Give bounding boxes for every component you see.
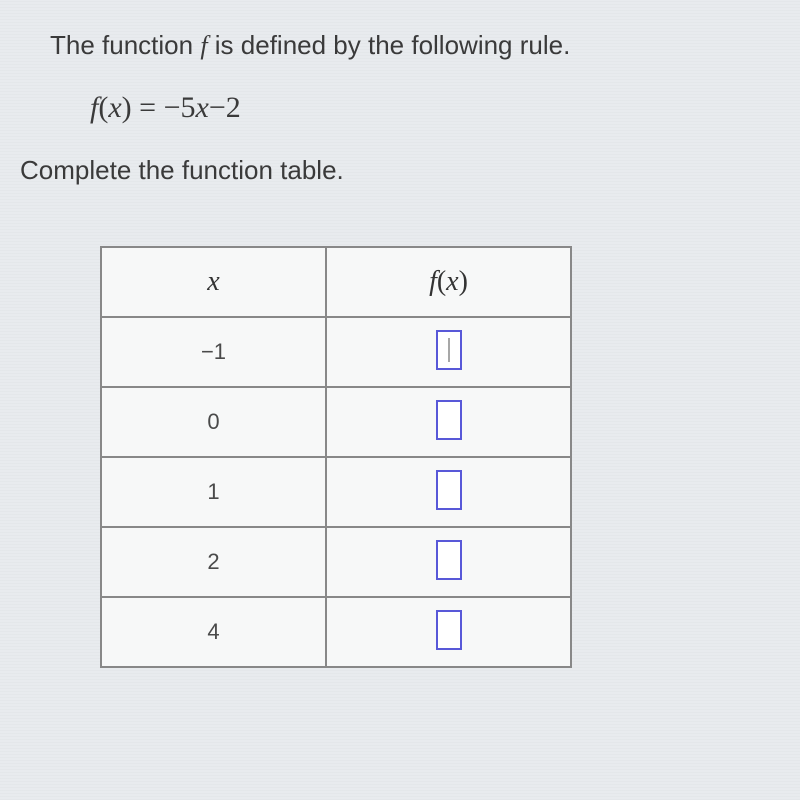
intro-suffix: is defined by the following rule. <box>208 30 571 60</box>
formula-paren-open: ( <box>98 91 108 124</box>
formula-rhs-tail: −2 <box>209 91 241 124</box>
header-x: x <box>101 247 326 317</box>
formula-lhs-x: x <box>108 91 121 124</box>
header-fx-paren-close: ) <box>459 266 468 297</box>
header-fx: f(x) <box>326 247 571 317</box>
table-header-row: x f(x) <box>101 247 571 317</box>
x-value: 0 <box>207 409 219 434</box>
function-table: x f(x) −1 0 1 2 4 <box>100 246 572 668</box>
table-row: 2 <box>101 527 571 597</box>
fx-input[interactable] <box>436 470 462 510</box>
table-row: 0 <box>101 387 571 457</box>
formula: f(x) = −5x−2 <box>20 91 780 125</box>
formula-rhs: −5 <box>164 91 196 124</box>
fx-input[interactable] <box>436 330 462 370</box>
header-fx-x: x <box>446 266 458 297</box>
table-row: 1 <box>101 457 571 527</box>
formula-rhs-x: x <box>196 91 209 124</box>
header-fx-f: f <box>429 266 437 297</box>
x-value: 2 <box>207 549 219 574</box>
fx-input[interactable] <box>436 610 462 650</box>
table-row: −1 <box>101 317 571 387</box>
formula-equals: = <box>132 91 164 124</box>
intro-func-letter: f <box>200 31 207 60</box>
table-row: 4 <box>101 597 571 667</box>
fx-input[interactable] <box>436 540 462 580</box>
x-value: −1 <box>201 339 226 364</box>
x-value: 4 <box>207 619 219 644</box>
instruction-text: Complete the function table. <box>20 155 780 186</box>
intro-text: The function f is defined by the followi… <box>20 30 780 61</box>
x-value: 1 <box>207 479 219 504</box>
formula-paren-close: ) <box>122 91 132 124</box>
intro-prefix: The function <box>50 30 200 60</box>
header-fx-paren-open: ( <box>437 266 446 297</box>
fx-input[interactable] <box>436 400 462 440</box>
